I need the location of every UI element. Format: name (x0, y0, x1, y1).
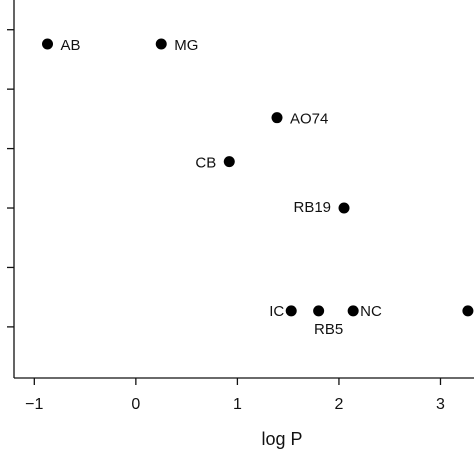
x-tick-label: −1 (25, 396, 43, 413)
x-axis-label: log P (261, 429, 302, 449)
point (223, 156, 235, 168)
point-label: RB19 (293, 199, 331, 216)
point (271, 112, 283, 124)
point-label: CB (195, 155, 216, 172)
point (347, 305, 359, 317)
point (155, 38, 167, 50)
point-label: AO74 (290, 111, 328, 128)
point (338, 202, 350, 214)
x-tick-label: 0 (131, 396, 140, 413)
point (285, 305, 297, 317)
point-label: MG (174, 37, 198, 54)
point (42, 38, 54, 50)
point (462, 305, 474, 317)
point-label: NC (360, 303, 382, 320)
x-tick-label: 1 (233, 396, 242, 413)
point (313, 305, 325, 317)
point-label: AB (61, 37, 81, 54)
x-tick-label: 3 (436, 396, 445, 413)
point-label: IC (269, 303, 284, 320)
point-label: RB5 (314, 321, 343, 338)
x-tick-label: 2 (334, 396, 343, 413)
